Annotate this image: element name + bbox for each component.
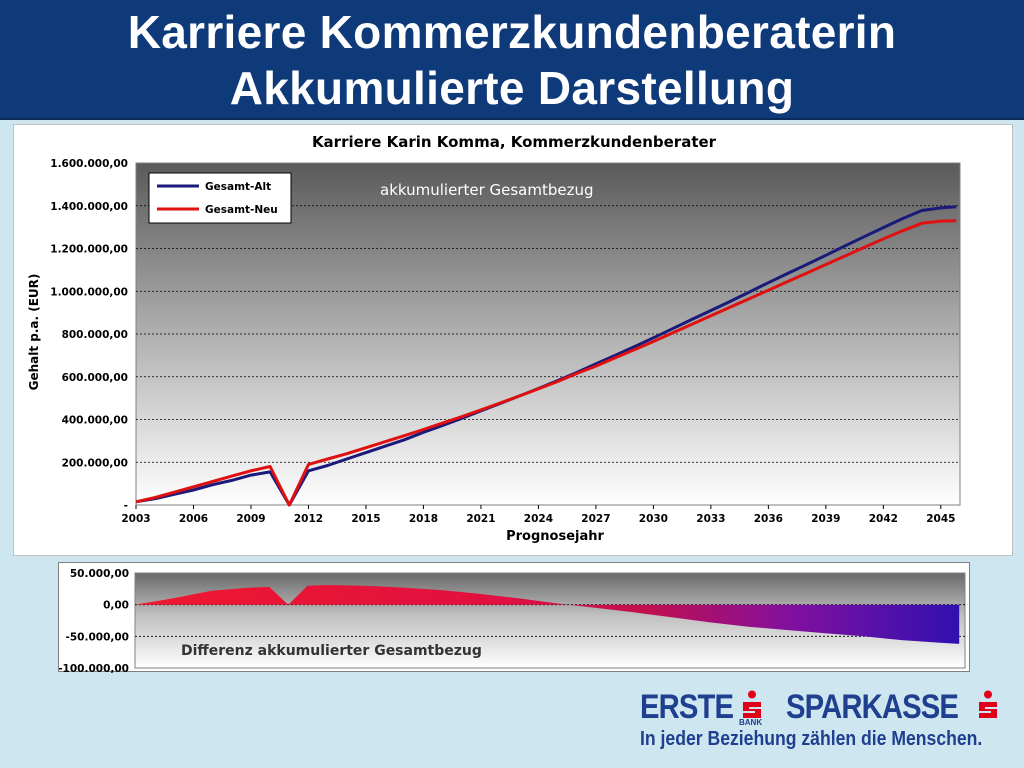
difference-chart-panel: 50.000,00 0,00 -50.000,00 -100.000,00 Diffe… [58,562,970,675]
diff-y-tick-label: 50.000,00 [70,568,129,580]
series-lines [135,205,957,507]
y-tick-label: 400.000,00 [62,415,128,427]
y-tick-label: 1.600.000,00 [50,158,128,170]
diff-y-tick-label: -100.000,00 [59,663,129,673]
sparkasse-s-icon-2 [979,690,997,718]
y-tick-label: - [124,500,128,512]
series-line-gesamt-neu [135,219,957,507]
diff-area-series [135,585,960,644]
x-tick-label: 2003 [121,513,150,525]
y-tick-label: 1.000.000,00 [50,286,128,298]
erste-logo-text: ERSTE [640,688,734,726]
x-tick-label: 2036 [754,513,783,525]
x-tick-label: 2042 [869,513,898,525]
chart-title: Karriere Karin Komma, Kommerzkundenberat… [312,133,717,151]
slide-header: Karriere Kommerzkundenberaterin Akkumuli… [0,0,1024,120]
y-tick-label: 600.000,00 [62,372,128,384]
diff-y-tick-labels: 50.000,00 0,00 -50.000,00 -100.000,00 [58,568,129,675]
x-tick-label: 2027 [581,513,610,525]
x-tick-label: 2024 [524,513,553,525]
legend-label-alt: Gesamt-Alt [205,181,271,193]
x-tick-label: 2021 [466,513,495,525]
slogan: In jeder Beziehung zählen die Menschen. [640,728,983,750]
x-tick-label: 2018 [409,513,438,525]
main-line-chart: Karriere Karin Komma, Kommerzkundenberat… [27,133,961,544]
diff-area [135,585,960,644]
x-tick-labels: 2003 2006 2009 2012 2015 2018 2021 2024 2027 2030… [121,505,955,525]
legend-label-neu: Gesamt-Neu [205,204,278,216]
slide-title-line1: Karriere Kommerzkundenberaterin [127,6,897,58]
legend: Gesamt-Alt Gesamt-Neu [148,172,292,224]
main-chart-panel: Karriere Karin Komma, Kommerzkundenberat… [13,124,1013,556]
difference-area-chart: 50.000,00 0,00 -50.000,00 -100.000,00 Diffe… [58,568,966,675]
y-tick-label: 800.000,00 [62,329,128,341]
x-tick-label: 2009 [236,513,265,525]
x-tick-label: 2012 [294,513,323,525]
y-axis-label: Gehalt p.a. (EUR) [27,274,41,391]
slide-title-line2: Akkumulierte Darstellung [229,62,795,114]
x-tick-label: 2039 [811,513,840,525]
bank-label: BANK [739,718,763,727]
diff-y-tick-label: 0,00 [103,600,129,612]
x-tick-label: 2006 [179,513,208,525]
y-tick-label: 1.400.000,00 [50,201,128,213]
x-axis-label: Prognosejahr [506,529,604,544]
diff-y-tick-label: -50.000,00 [66,631,129,643]
footer-branding: ERSTE BANK SPARKASSE In jeder Beziehung … [638,688,1018,768]
x-tick-label: 2015 [351,513,380,525]
y-tick-label: 200.000,00 [62,457,128,469]
x-tick-label: 2030 [639,513,668,525]
x-tick-label: 2045 [926,513,955,525]
sparkasse-logo-text: SPARKASSE [786,688,959,726]
x-tick-label: 2033 [696,513,725,525]
legend-box [148,172,292,224]
annotation-label: akkumulierter Gesamtbezug [380,181,594,199]
y-tick-label: 1.200.000,00 [50,244,128,256]
sparkasse-s-icon [743,690,761,718]
diff-chart-title: Differenz akkumulierter Gesamtbezug [181,643,482,659]
y-tick-labels: - 200.000,00 400.000,00 600.000,00 800.000,0… [50,158,128,512]
